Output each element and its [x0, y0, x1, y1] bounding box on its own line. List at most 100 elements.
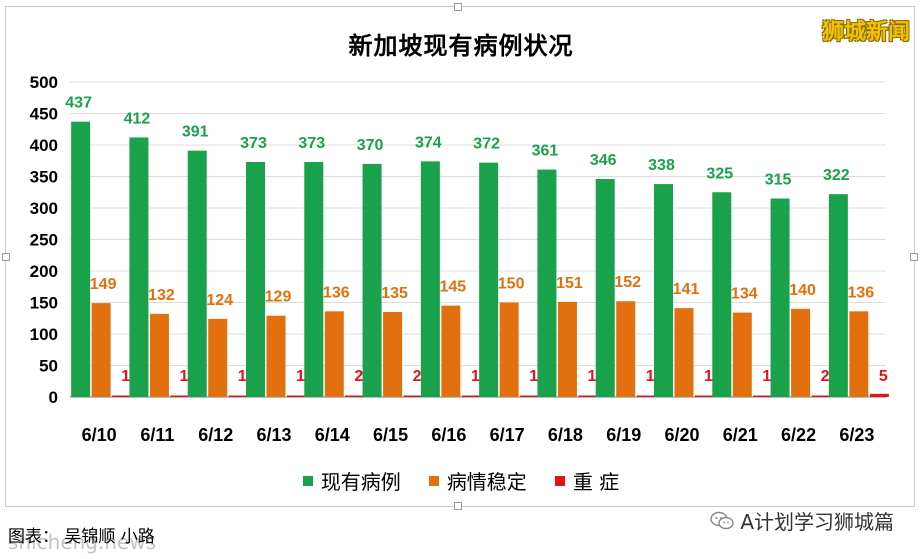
y-tick-label: 150: [30, 294, 58, 313]
data-label: 370: [357, 137, 384, 154]
bar-critical: [228, 395, 248, 397]
x-tick-label: 6/15: [373, 425, 408, 445]
data-label: 152: [614, 274, 641, 291]
data-label: 1: [587, 368, 596, 385]
y-tick-label: 0: [49, 388, 58, 407]
y-tick-label: 200: [30, 262, 58, 281]
x-tick-label: 6/21: [723, 425, 758, 445]
bar-stable: [616, 301, 636, 397]
bar-active-cases: [71, 121, 91, 397]
bar-critical: [578, 395, 598, 397]
data-label: 346: [590, 152, 617, 169]
x-tick-label: 6/11: [140, 425, 174, 445]
resize-handle-bottom[interactable]: [454, 502, 462, 510]
bar-active-cases: [770, 198, 790, 397]
legend-swatch-orange: [428, 475, 439, 486]
y-tick-label: 100: [30, 325, 58, 344]
bar-active-cases: [654, 184, 673, 397]
caption-watermark: shicheng.news: [8, 530, 157, 554]
bar-active-cases: [129, 137, 149, 397]
x-tick-label: 6/17: [490, 425, 525, 445]
bar-critical: [520, 395, 540, 397]
bar-critical: [112, 395, 132, 397]
x-tick-label: 6/12: [198, 425, 233, 445]
data-label: 2: [413, 368, 422, 385]
bar-stable: [324, 311, 344, 397]
resize-handle-right[interactable]: [910, 253, 918, 261]
data-label: 2: [354, 368, 363, 385]
data-label: 124: [206, 292, 233, 309]
x-tick-label: 6/20: [664, 425, 699, 445]
data-label: 315: [765, 172, 792, 189]
resize-handle-left[interactable]: [2, 253, 10, 261]
data-label: 1: [646, 368, 655, 385]
bar-stable: [441, 305, 461, 397]
bar-active-cases: [828, 194, 848, 397]
bar-active-cases: [537, 169, 557, 397]
legend-swatch-red: [554, 475, 565, 486]
x-tick-label: 6/16: [431, 425, 466, 445]
data-label: 437: [65, 95, 92, 112]
chart-frame: [2, 3, 918, 510]
bar-stable: [732, 312, 752, 397]
bar-critical: [170, 395, 190, 397]
data-label: 1: [238, 368, 247, 385]
legend-swatch-green: [302, 475, 313, 486]
bar-active-cases: [304, 162, 324, 397]
bar-critical: [753, 395, 773, 397]
data-label: 151: [556, 275, 583, 292]
bar-active-cases: [420, 161, 440, 397]
data-label: 132: [148, 287, 175, 304]
data-label: 1: [471, 368, 480, 385]
data-label: 373: [240, 135, 267, 152]
source-account[interactable]: A计划学习狮城篇: [710, 506, 894, 535]
data-label: 150: [498, 276, 525, 293]
bar-stable: [383, 311, 403, 397]
data-label: 1: [296, 368, 305, 385]
bar-critical: [461, 395, 481, 397]
data-label: 1: [762, 368, 771, 385]
data-label: 145: [440, 279, 467, 296]
legend-item-series-1: 病情稳定: [428, 466, 527, 495]
bar-stable: [499, 302, 519, 397]
data-label: 135: [381, 285, 408, 302]
data-label: 134: [731, 286, 758, 303]
chart-title: 新加坡现有病例状况: [348, 32, 574, 60]
data-label: 136: [323, 284, 350, 301]
legend-label: 病情稳定: [446, 470, 527, 494]
data-label: 412: [124, 110, 151, 127]
source-label: A计划学习狮城篇: [740, 510, 894, 534]
x-tick-label: 6/19: [606, 425, 641, 445]
data-label: 391: [182, 124, 209, 141]
y-tick-label: 400: [30, 136, 58, 155]
bar-stable: [149, 313, 169, 397]
legend-item-series-0: 现有病例: [302, 466, 401, 495]
bar-active-cases: [362, 163, 382, 397]
data-label: 374: [415, 134, 442, 151]
bar-critical: [345, 395, 365, 397]
bar-stable: [266, 315, 286, 397]
x-tick-label: 6/10: [82, 425, 117, 445]
y-tick-label: 500: [30, 73, 58, 92]
bar-active-cases: [479, 162, 499, 397]
data-label: 2: [821, 368, 830, 385]
bar-stable: [208, 318, 228, 397]
x-tick-label: 6/13: [256, 425, 291, 445]
legend-label: 现有病例: [320, 470, 401, 494]
data-label: 325: [706, 165, 733, 182]
data-label: 338: [648, 157, 675, 174]
bar-active-cases: [595, 179, 615, 397]
data-label: 373: [298, 135, 325, 152]
data-label: 129: [265, 289, 292, 306]
bar-active-cases: [187, 150, 207, 397]
bar-critical: [695, 395, 714, 397]
resize-handle-top[interactable]: [454, 3, 462, 11]
data-label: 1: [121, 368, 130, 385]
brand-logo: 狮城新闻: [821, 20, 910, 45]
data-label: 5: [879, 368, 888, 385]
bar-critical: [811, 395, 831, 397]
bar-critical: [869, 393, 889, 397]
chart-caption: 图表： 吴锦顺 小路: [8, 527, 155, 547]
bar-critical: [403, 395, 423, 397]
